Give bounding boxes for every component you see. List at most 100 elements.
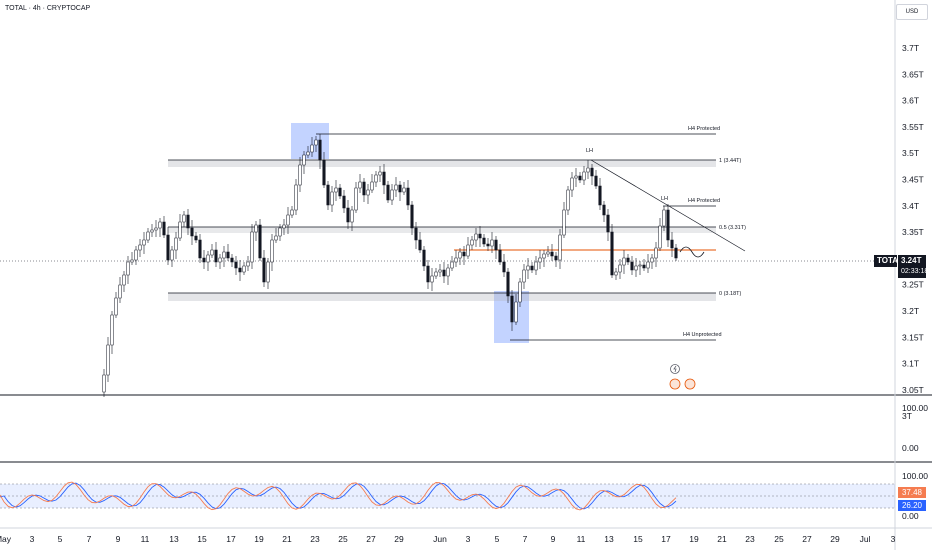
lh-label-2: LH xyxy=(661,196,668,202)
candle-body xyxy=(310,144,314,153)
time-tick: 25 xyxy=(774,534,784,544)
candle-body xyxy=(166,234,170,261)
candle-body xyxy=(550,251,554,257)
candle-body xyxy=(570,177,574,191)
candle-body xyxy=(450,261,454,269)
time-tick: 3 xyxy=(466,534,471,544)
candle-body xyxy=(446,267,450,277)
current-symbol-tag: TOTAL xyxy=(874,255,903,267)
lh-label-1: LH xyxy=(586,148,593,154)
h4-protected-mid-label: H4 Protected xyxy=(688,198,720,204)
price-axis[interactable]: 3.7T3.65T3.6T3.55T3.5T3.45T3.4T3.35T3.3T… xyxy=(902,43,924,421)
candle-body xyxy=(478,233,482,239)
candle-body xyxy=(534,261,538,271)
candle-body xyxy=(406,187,410,206)
candle-body xyxy=(146,231,150,241)
high-zone-box[interactable] xyxy=(291,123,329,159)
us-flag-event-icon-1[interactable] xyxy=(669,378,681,390)
price-tick: 3.05T xyxy=(902,385,924,395)
candle-body xyxy=(630,261,634,271)
resistance-band xyxy=(168,160,716,167)
oscillator-tick-0: 0.00 xyxy=(902,511,919,521)
candle-body xyxy=(394,184,398,191)
candle-body xyxy=(254,224,258,233)
candle-body xyxy=(374,174,378,183)
candle-body xyxy=(558,234,562,261)
candle-body xyxy=(574,175,578,179)
candle-body xyxy=(598,185,602,206)
time-tick: May xyxy=(0,534,12,544)
candle-body xyxy=(250,231,254,263)
candle-body xyxy=(302,154,306,166)
candle-body xyxy=(658,225,662,249)
candle-body xyxy=(594,175,598,187)
candle-body xyxy=(282,224,286,229)
candle-body xyxy=(538,257,542,263)
time-tick: 17 xyxy=(226,534,236,544)
candle-body xyxy=(306,151,310,156)
time-axis[interactable]: May 3 5 7 9 11 13 15 17 19 21 23 25 27 29 Jun 3 5 7 9 11 13 15… xyxy=(0,534,896,544)
candle-body xyxy=(174,237,178,251)
candle-body xyxy=(482,237,486,245)
candle-body xyxy=(370,181,374,191)
candle-body xyxy=(258,224,262,259)
candle-body xyxy=(546,251,550,255)
candle-body xyxy=(494,239,498,251)
time-tick: 13 xyxy=(169,534,179,544)
candle-body xyxy=(378,171,382,176)
candle-body xyxy=(554,255,558,261)
candle-body xyxy=(474,233,478,241)
price-candles[interactable] xyxy=(102,134,678,397)
oscillator-k-line[interactable] xyxy=(0,481,677,511)
candle-body xyxy=(634,265,638,271)
time-tick: 21 xyxy=(282,534,292,544)
candle-body xyxy=(410,204,414,229)
mid-band xyxy=(168,227,716,233)
time-tick: 7 xyxy=(523,534,528,544)
candle-body xyxy=(654,247,658,259)
currency-badge[interactable]: USD xyxy=(896,4,928,20)
candle-body xyxy=(262,257,266,283)
candle-body xyxy=(418,239,422,251)
price-tick: 3.6T xyxy=(902,96,919,106)
time-tick: 21 xyxy=(717,534,727,544)
candle-body xyxy=(414,227,418,241)
candle-body xyxy=(270,239,274,263)
time-tick: 15 xyxy=(197,534,207,544)
candle-body xyxy=(582,171,586,181)
projection-arrow[interactable] xyxy=(679,246,705,258)
price-tick: 3.4T xyxy=(902,201,919,211)
candle-body xyxy=(434,271,438,277)
candle-body xyxy=(274,235,278,241)
lightning-icon xyxy=(673,365,677,373)
price-tick: 3.5T xyxy=(902,148,919,158)
candle-body xyxy=(586,167,590,173)
candle-body xyxy=(614,271,618,276)
candle-body xyxy=(354,187,358,211)
candle-body xyxy=(130,259,134,263)
time-tick: 29 xyxy=(830,534,840,544)
us-flag-event-icon-2[interactable] xyxy=(684,378,696,390)
candle-body xyxy=(530,265,534,271)
candle-body xyxy=(502,261,506,273)
candle-body xyxy=(106,344,110,376)
candle-body xyxy=(518,281,522,303)
candle-body xyxy=(602,204,606,216)
candle-body xyxy=(218,257,222,263)
candle-body xyxy=(278,227,282,237)
price-tick: 3.55T xyxy=(902,122,924,132)
candle-body xyxy=(314,139,318,146)
time-tick: 27 xyxy=(366,534,376,544)
current-price-tag: 3.24T xyxy=(898,255,926,267)
price-tick: 3.15T xyxy=(902,332,924,342)
candle-body xyxy=(626,257,630,263)
price-tick: 3T xyxy=(902,411,912,421)
candle-body xyxy=(318,139,322,161)
candle-body xyxy=(458,251,462,259)
time-tick: 9 xyxy=(551,534,556,544)
symbol-title[interactable]: TOTAL · 4h · CRYPTOCAP xyxy=(5,5,91,12)
support-band xyxy=(168,293,716,301)
candle-body xyxy=(442,269,446,277)
candle-body xyxy=(138,244,142,251)
